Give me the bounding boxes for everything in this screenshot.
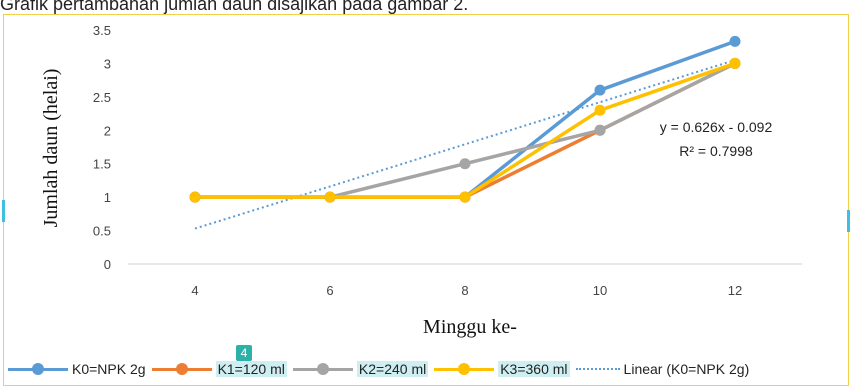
x-axis-label: Minggu ke- <box>423 316 517 338</box>
trendline-layer <box>194 59 736 230</box>
x-tick-label: 10 <box>593 283 607 298</box>
y-tick-label: 3 <box>104 56 111 71</box>
legend-swatch <box>575 363 620 375</box>
trendline-r-squared: R² = 0.7998 <box>679 143 753 159</box>
data-point <box>459 158 471 170</box>
annotation-badge: 4 <box>236 345 252 361</box>
legend-label: K1=120 ml <box>215 361 287 377</box>
data-point <box>729 57 741 69</box>
legend-item: K2=240 ml <box>292 361 429 377</box>
legend-swatch <box>151 363 212 375</box>
legend-swatch <box>292 363 353 375</box>
legend-item-trendline: Linear (K0=NPK 2g) <box>575 361 750 377</box>
y-tick-label: 1.5 <box>93 157 111 172</box>
axes-layer: 0 0.5 1 1.5 2 2.5 3 3.5 4 6 8 10 12 <box>93 23 802 298</box>
y-tick-label: 0 <box>104 257 111 272</box>
legend-swatch <box>434 363 495 375</box>
legend-label: K3=360 ml <box>498 361 570 377</box>
legend-item: K0=NPK 2g <box>8 361 146 377</box>
series-layer <box>189 35 741 203</box>
legend-label: Linear (K0=NPK 2g) <box>623 361 750 377</box>
data-point <box>594 124 606 136</box>
legend-label: K2=240 ml <box>356 361 429 377</box>
y-tick-label: 2.5 <box>93 90 111 105</box>
legend-swatch <box>8 363 68 375</box>
data-point <box>594 84 606 96</box>
y-tick-label: 2 <box>104 123 111 138</box>
legend-item: K3=360 ml <box>434 361 570 377</box>
trendline <box>194 59 736 230</box>
y-axis-label: Jumlah daun (helai) <box>40 69 62 228</box>
caption-text: Grafik pertambahan jumlah daun disajikan… <box>0 0 469 14</box>
trendline-equation: y = 0.626x - 0.092 <box>660 119 773 135</box>
x-tick-label: 12 <box>728 283 742 298</box>
y-tick-label: 0.5 <box>93 224 111 239</box>
data-point <box>459 191 471 203</box>
legend-label: K0=NPK 2g <box>72 361 146 377</box>
data-point <box>189 191 201 203</box>
x-tick-label: 8 <box>461 283 468 298</box>
series-line <box>195 61 736 199</box>
legend-item: K1=120 ml <box>151 361 287 377</box>
series-line <box>195 39 736 199</box>
series-line <box>195 61 736 199</box>
data-point <box>729 35 741 47</box>
y-tick-label: 1 <box>104 190 111 205</box>
y-tick-label: 3.5 <box>93 23 111 38</box>
series-line <box>195 61 736 199</box>
data-point <box>594 104 606 116</box>
chart-legend: K0=NPK 2g K1=120 ml K2=240 ml K3=360 ml Line… <box>8 356 749 382</box>
data-point <box>324 191 336 203</box>
left-edge-marker <box>2 200 5 222</box>
x-tick-label: 4 <box>191 283 198 298</box>
right-edge-marker <box>847 210 850 232</box>
x-tick-label: 6 <box>326 283 333 298</box>
